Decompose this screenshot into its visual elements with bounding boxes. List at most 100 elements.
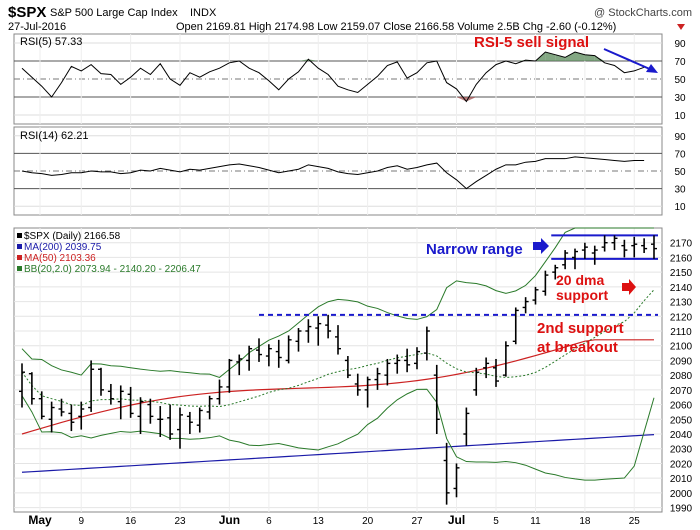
rsi5-overbought-fill bbox=[594, 55, 605, 61]
ohlc-bar bbox=[68, 404, 75, 432]
legend-ma50: MA(50) 2103.36 bbox=[24, 253, 96, 264]
dma-support-arrow-icon bbox=[622, 279, 636, 295]
legend-swatch-ma50 bbox=[17, 255, 22, 260]
x-tick-label: May bbox=[28, 513, 52, 527]
ohlc-bar bbox=[38, 391, 45, 420]
ohlc-bar bbox=[522, 297, 529, 314]
x-tick-label: 25 bbox=[629, 516, 641, 527]
ohlc-bar bbox=[384, 358, 391, 386]
price-tick-label: 2120 bbox=[670, 312, 693, 323]
x-tick-label: 16 bbox=[125, 516, 137, 527]
price-tick-label: 2000 bbox=[670, 489, 693, 500]
ohlc-bar bbox=[28, 372, 35, 405]
rsi5-tick-label: 10 bbox=[674, 111, 686, 122]
ohlc-bar bbox=[601, 235, 608, 252]
x-tick-label: 11 bbox=[530, 516, 541, 527]
ohlc-bar bbox=[552, 264, 559, 280]
ohlc-bar bbox=[265, 344, 272, 367]
ohlc-bar bbox=[325, 314, 332, 339]
ohlc-bar bbox=[631, 236, 638, 258]
price-panel bbox=[13, 227, 663, 513]
ohlc-bar bbox=[502, 341, 509, 377]
ohlc-bar bbox=[186, 411, 193, 435]
ohlc-bar bbox=[374, 367, 381, 390]
ohlc-bar bbox=[48, 401, 55, 433]
ohlc-bar bbox=[532, 286, 539, 305]
ohlc-bar bbox=[493, 358, 499, 387]
price-tick-label: 2110 bbox=[670, 327, 692, 338]
sell-signal-arrow bbox=[603, 48, 653, 71]
rsi5-overbought-fill bbox=[308, 59, 319, 61]
narrow-range-annotation: Narrow range bbox=[426, 241, 523, 258]
narrow-range-arrow-icon bbox=[533, 238, 549, 254]
ohlc-bar bbox=[137, 397, 144, 435]
ohlc-bar bbox=[226, 358, 233, 393]
ohlc-bar bbox=[463, 407, 470, 446]
rsi14-line bbox=[21, 156, 645, 190]
chart-date: 27-Jul-2016 bbox=[8, 21, 66, 33]
price-tick-label: 2160 bbox=[670, 253, 693, 264]
ohlc-bar bbox=[591, 245, 598, 265]
x-tick-label: 18 bbox=[579, 516, 591, 527]
ohlc-bar bbox=[344, 356, 351, 379]
price-tick-label: 2150 bbox=[670, 268, 693, 279]
chart-name: S&P 500 Large Cap Index bbox=[50, 7, 178, 19]
x-tick-label: 27 bbox=[411, 516, 423, 527]
ohlc-bar bbox=[572, 248, 578, 270]
dma-support-annotation-line2: support bbox=[556, 287, 608, 303]
ohlc-bar bbox=[216, 379, 223, 405]
rsi5-tick-label: 90 bbox=[674, 39, 686, 50]
ohlc-bar bbox=[98, 367, 104, 396]
ohlc-bar bbox=[206, 395, 213, 420]
price-tick-label: 2060 bbox=[670, 401, 693, 412]
legend-bb: BB(20,2.0) 2073.94 - 2140.20 - 2206.47 bbox=[24, 264, 201, 275]
ohlc-bar bbox=[641, 238, 648, 254]
ohlc-bar bbox=[256, 338, 262, 362]
ohlc-bar bbox=[453, 463, 460, 498]
ohlc-bar bbox=[335, 325, 341, 355]
chart-ohlc-summary: Open 2169.81 High 2174.98 Low 2159.07 Cl… bbox=[176, 21, 616, 33]
rsi14-tick-label: 50 bbox=[674, 167, 686, 178]
ohlc-bar bbox=[127, 386, 134, 418]
x-tick-label: Jul bbox=[448, 513, 465, 527]
ohlc-bar bbox=[581, 242, 588, 259]
price-tick-label: 2010 bbox=[670, 474, 693, 485]
ma50-line bbox=[21, 339, 654, 435]
ohlc-bar bbox=[611, 235, 618, 251]
price-legend: $SPX (Daily) 2166.58 MA(200) 2039.75 MA(… bbox=[17, 231, 201, 275]
bb-lower-line bbox=[21, 388, 655, 481]
sell-signal-arrowhead-icon bbox=[646, 64, 658, 73]
ohlc-bar bbox=[147, 398, 154, 424]
ohlc-bar bbox=[651, 235, 657, 259]
ohlc-bar bbox=[167, 404, 174, 440]
ohlc-bar bbox=[423, 326, 430, 361]
price-tick-label: 2050 bbox=[670, 415, 693, 426]
ohlc-bar bbox=[196, 407, 203, 433]
second-support-annotation-line1: 2nd support bbox=[537, 320, 624, 337]
rsi5-tick-label: 70 bbox=[674, 57, 686, 68]
price-tick-label: 2070 bbox=[670, 386, 693, 397]
ohlc-bar bbox=[177, 407, 183, 449]
price-tick-label: 1990 bbox=[670, 504, 693, 515]
ohlc-bar bbox=[394, 354, 401, 374]
price-tick-label: 2020 bbox=[670, 459, 693, 470]
ohlc-bar bbox=[542, 270, 549, 296]
ohlc-bar bbox=[443, 442, 450, 505]
ohlc-bar bbox=[364, 376, 371, 408]
rsi14-tick-label: 70 bbox=[674, 149, 686, 160]
price-tick-label: 2090 bbox=[670, 356, 693, 367]
rsi5-overbought-fill bbox=[298, 59, 309, 61]
rsi14-tick-label: 30 bbox=[674, 185, 686, 196]
legend-spx: $SPX (Daily) 2166.58 bbox=[24, 231, 121, 242]
price-tick-label: 2030 bbox=[670, 445, 693, 456]
x-tick-label: 9 bbox=[78, 516, 84, 527]
ohlc-bar bbox=[354, 373, 361, 396]
ohlc-bar bbox=[285, 335, 292, 364]
rsi5-overbought-fill bbox=[565, 52, 575, 61]
rsi5-label: RSI(5) 57.33 bbox=[20, 36, 82, 48]
legend-swatch-spx bbox=[17, 233, 22, 238]
second-support-annotation-line2: at breakout bbox=[537, 339, 618, 356]
ohlc-bar bbox=[295, 328, 302, 352]
legend-swatch-bb bbox=[17, 266, 22, 271]
ohlc-bar bbox=[236, 354, 243, 376]
